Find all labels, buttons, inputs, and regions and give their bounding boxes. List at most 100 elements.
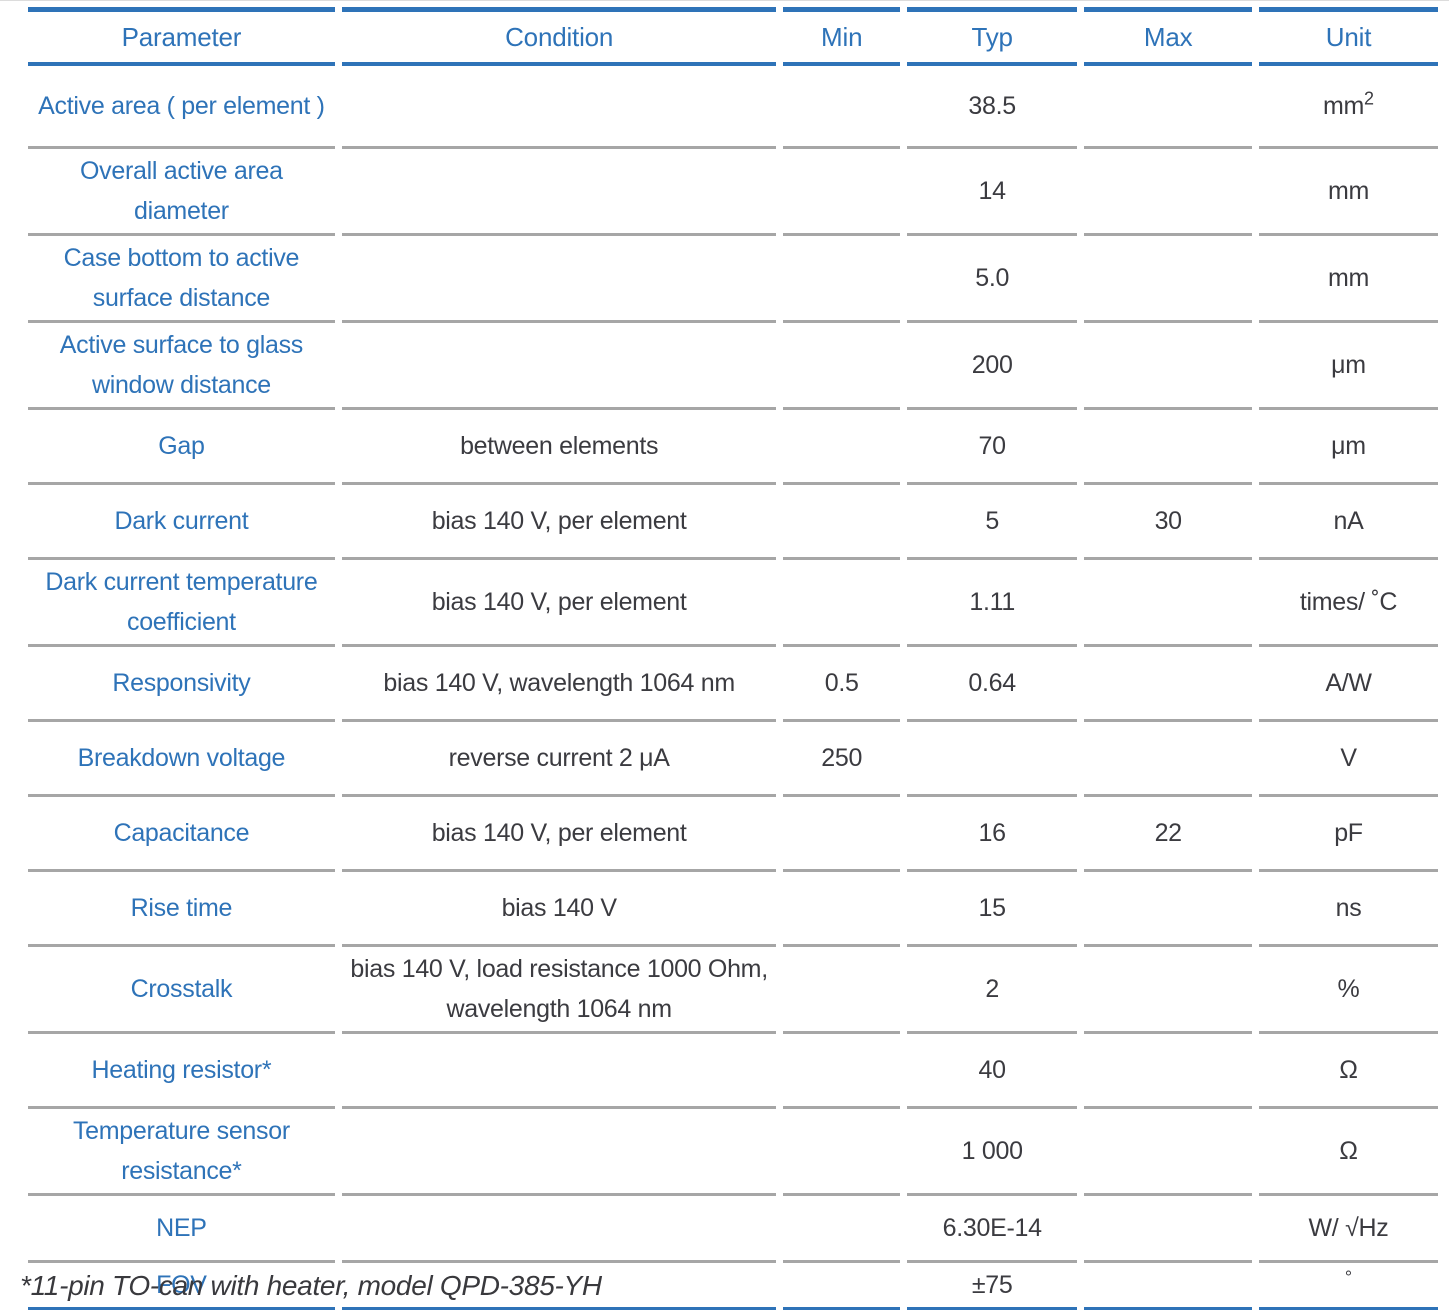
unit-cell: A/W <box>1259 647 1438 722</box>
typ-cell: 1 000 <box>906 1109 1078 1196</box>
min-cell <box>783 149 900 236</box>
parameter-cell: Breakdown voltage <box>28 722 335 797</box>
column-header-parameter: Parameter <box>28 7 335 66</box>
unit-cell: μm <box>1259 410 1438 485</box>
parameter-cell: NEP <box>28 1196 335 1263</box>
typ-cell: 2 <box>906 947 1078 1034</box>
min-cell <box>783 1034 900 1109</box>
table-row: Case bottom to active surface distance 5.… <box>28 236 1438 323</box>
table-row: Active surface to glass window distance 2… <box>28 323 1438 410</box>
max-cell <box>1084 722 1252 797</box>
min-cell <box>783 485 900 560</box>
condition-cell <box>341 1196 777 1263</box>
max-cell <box>1084 1109 1252 1196</box>
parameter-cell: Dark current <box>28 485 335 560</box>
unit-cell: mm <box>1259 149 1438 236</box>
typ-cell: 16 <box>906 797 1078 872</box>
table-row: Breakdown voltage reverse current 2 μA 250… <box>28 722 1438 797</box>
min-cell <box>783 323 900 410</box>
condition-cell <box>341 149 777 236</box>
min-cell <box>783 1109 900 1196</box>
unit-cell: pF <box>1259 797 1438 872</box>
condition-cell: bias 140 V, wavelength 1064 nm <box>341 647 777 722</box>
column-header-typ: Typ <box>906 7 1078 66</box>
condition-cell <box>341 1109 777 1196</box>
max-cell <box>1084 1034 1252 1109</box>
unit-cell: W/ √Hz <box>1259 1196 1438 1263</box>
unit-cell: mm2 <box>1259 66 1438 149</box>
table-footnote: *11-pin TO-can with heater, model QPD-38… <box>20 1270 602 1301</box>
min-cell: 0.5 <box>783 647 900 722</box>
min-cell <box>783 66 900 149</box>
parameter-cell: Gap <box>28 410 335 485</box>
column-header-max: Max <box>1084 7 1252 66</box>
unit-cell: times/ ˚C <box>1259 560 1438 647</box>
parameter-cell: Crosstalk <box>28 947 335 1034</box>
min-cell <box>783 560 900 647</box>
typ-cell: 40 <box>906 1034 1078 1109</box>
spec-table-body: Active area ( per element ) 38.5 mm2 Overal… <box>28 66 1438 1310</box>
typ-cell: 1.11 <box>906 560 1078 647</box>
unit-superscript: ° <box>1344 1267 1353 1288</box>
parameter-cell: Heating resistor* <box>28 1034 335 1109</box>
unit-cell: mm <box>1259 236 1438 323</box>
condition-cell: bias 140 V, load resistance 1000 Ohm, wa… <box>341 947 777 1034</box>
typ-cell <box>906 722 1078 797</box>
max-cell <box>1084 1263 1252 1310</box>
table-row: Dark current temperature coefficient bias… <box>28 560 1438 647</box>
unit-cell: ° <box>1259 1263 1438 1310</box>
typ-cell: 70 <box>906 410 1078 485</box>
max-cell <box>1084 323 1252 410</box>
table-row: Responsivity bias 140 V, wavelength 1064 … <box>28 647 1438 722</box>
condition-cell: bias 140 V, per element <box>341 485 777 560</box>
min-cell <box>783 947 900 1034</box>
max-cell <box>1084 236 1252 323</box>
condition-cell: bias 140 V, per element <box>341 560 777 647</box>
parameter-cell: Case bottom to active surface distance <box>28 236 335 323</box>
typ-cell: 6.30E-14 <box>906 1196 1078 1263</box>
condition-cell <box>341 236 777 323</box>
max-cell <box>1084 872 1252 947</box>
max-cell <box>1084 1196 1252 1263</box>
min-cell <box>783 236 900 323</box>
table-row: NEP 6.30E-14 W/ √Hz <box>28 1196 1438 1263</box>
unit-cell: ns <box>1259 872 1438 947</box>
condition-cell <box>341 323 777 410</box>
typ-cell: 15 <box>906 872 1078 947</box>
table-row: Overall active area diameter 14 mm <box>28 149 1438 236</box>
min-cell <box>783 1196 900 1263</box>
column-header-unit: Unit <box>1259 7 1438 66</box>
page-top-hairline <box>0 0 1449 1</box>
max-cell: 30 <box>1084 485 1252 560</box>
max-cell <box>1084 560 1252 647</box>
unit-cell: V <box>1259 722 1438 797</box>
typ-cell: 14 <box>906 149 1078 236</box>
max-cell <box>1084 647 1252 722</box>
max-cell: 22 <box>1084 797 1252 872</box>
header-row: Parameter Condition Min Typ Max Unit <box>28 7 1438 66</box>
typ-cell: 5 <box>906 485 1078 560</box>
min-cell: 250 <box>783 722 900 797</box>
unit-cell: Ω <box>1259 1034 1438 1109</box>
parameter-cell: Rise time <box>28 872 335 947</box>
condition-cell: reverse current 2 μA <box>341 722 777 797</box>
table-row: Heating resistor* 40 Ω <box>28 1034 1438 1109</box>
typ-cell: 200 <box>906 323 1078 410</box>
min-cell <box>783 797 900 872</box>
spec-table: Parameter Condition Min Typ Max Unit Act… <box>21 7 1445 1310</box>
unit-cell: nA <box>1259 485 1438 560</box>
typ-cell: ±75 <box>906 1263 1078 1310</box>
parameter-cell: Dark current temperature coefficient <box>28 560 335 647</box>
min-cell <box>783 872 900 947</box>
table-row: Capacitance bias 140 V, per element 16 22 pF <box>28 797 1438 872</box>
parameter-cell: Active area ( per element ) <box>28 66 335 149</box>
condition-cell <box>341 1034 777 1109</box>
condition-cell <box>341 66 777 149</box>
spec-table-header: Parameter Condition Min Typ Max Unit <box>28 7 1438 66</box>
table-row: Active area ( per element ) 38.5 mm2 <box>28 66 1438 149</box>
table-row: Temperature sensor resistance* 1 000 Ω <box>28 1109 1438 1196</box>
parameter-cell: Active surface to glass window distance <box>28 323 335 410</box>
min-cell <box>783 1263 900 1310</box>
unit-cell: μm <box>1259 323 1438 410</box>
